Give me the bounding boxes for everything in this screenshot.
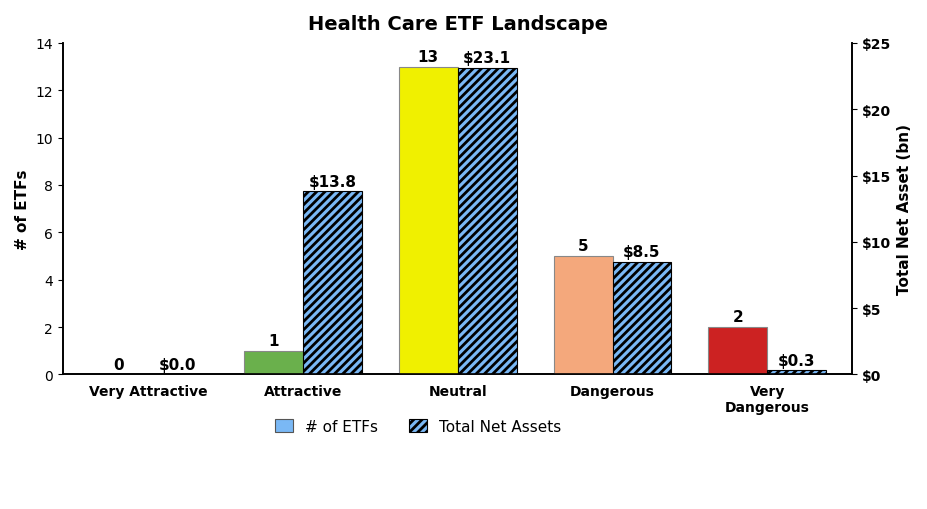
Text: 1: 1 [268,333,279,348]
Text: $23.1: $23.1 [464,51,511,66]
Bar [458,69,516,375]
Bar [708,327,768,375]
Y-axis label: # of ETFs: # of ETFs [15,169,30,249]
Bar [613,262,671,375]
Legend: # of ETFs, Total Net Assets: # of ETFs, Total Net Assets [269,413,567,440]
Bar [768,371,826,375]
Bar [303,192,362,375]
Title: Health Care ETF Landscape: Health Care ETF Landscape [308,15,608,34]
Bar [399,67,458,375]
Bar [553,257,613,375]
Text: 13: 13 [418,50,438,65]
Text: 2: 2 [732,309,743,325]
Text: $0.0: $0.0 [159,357,197,372]
Text: 0: 0 [113,357,124,372]
Bar [244,351,303,375]
Text: $0.3: $0.3 [778,353,816,368]
Text: $8.5: $8.5 [623,244,661,260]
Y-axis label: Total Net Asset (bn): Total Net Asset (bn) [897,124,912,295]
Text: $13.8: $13.8 [309,174,356,189]
Text: 5: 5 [578,239,589,253]
